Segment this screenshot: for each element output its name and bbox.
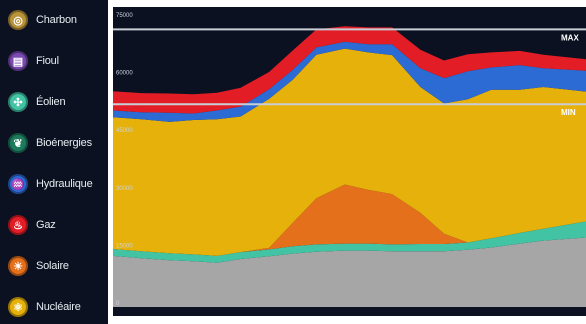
legend-item[interactable]: ♒ Hydraulique [8,172,93,196]
y-tick-label: 60000 [116,71,133,77]
chart-panel: 0 15000 30000 45000 60000 75000 MAX MIN [113,7,586,316]
flame-icon: ♨ [8,215,28,235]
legend-label: Éolien [36,96,66,108]
y-tick-label: 75000 [116,13,133,19]
min-reference-label: MIN [561,108,576,117]
legend-label: Fioul [36,55,59,67]
area-series[interactable] [113,48,586,256]
area-series[interactable] [113,237,586,308]
legend-label: Gaz [36,219,56,231]
area-series[interactable] [113,41,586,122]
legend-item[interactable]: ▤ Fioul [8,49,59,73]
legend-item[interactable]: ❦ Bioénergies [8,131,92,155]
oil-barrel-icon: ▤ [8,51,28,71]
legend-label: Charbon [36,14,77,26]
legend-label: Bioénergies [36,137,92,149]
legend-label: Solaire [36,260,69,272]
y-axis-ticks: 0 15000 30000 45000 60000 75000 [116,13,133,307]
stacked-area-chart: 0 15000 30000 45000 60000 75000 MAX MIN [113,13,586,307]
area-series[interactable] [113,26,586,114]
legend-item[interactable]: ☀ Solaire [8,254,69,278]
max-reference-label: MAX [561,33,579,42]
reference-lines: MAX MIN [113,28,586,117]
water-drop-icon: ♒ [8,174,28,194]
wind-turbine-icon: ✣ [8,92,28,112]
sun-icon: ☀ [8,256,28,276]
coal-icon: ◎ [8,10,28,30]
legend-label: Nucléaire [36,301,81,313]
y-tick-label: 45000 [116,128,133,134]
legend-item[interactable]: ♨ Gaz [8,213,56,237]
legend-item[interactable]: ⚛ Nucléaire [8,295,81,319]
legend-label: Hydraulique [36,178,93,190]
y-tick-label: 0 [116,301,120,307]
leaf-icon: ❦ [8,133,28,153]
area-series[interactable] [113,184,586,256]
y-tick-label: 30000 [116,186,133,192]
legend-item[interactable]: ◎ Charbon [8,8,77,32]
legend-item[interactable]: ✣ Éolien [8,90,66,114]
legend-panel: ◎ Charbon ▤ Fioul ✣ Éolien ❦ Bioénergies ♒ Hydrau… [0,0,108,324]
y-tick-label: 15000 [116,243,133,249]
atom-icon: ⚛ [8,297,28,317]
area-series[interactable] [113,221,586,263]
series-areas [113,26,586,307]
